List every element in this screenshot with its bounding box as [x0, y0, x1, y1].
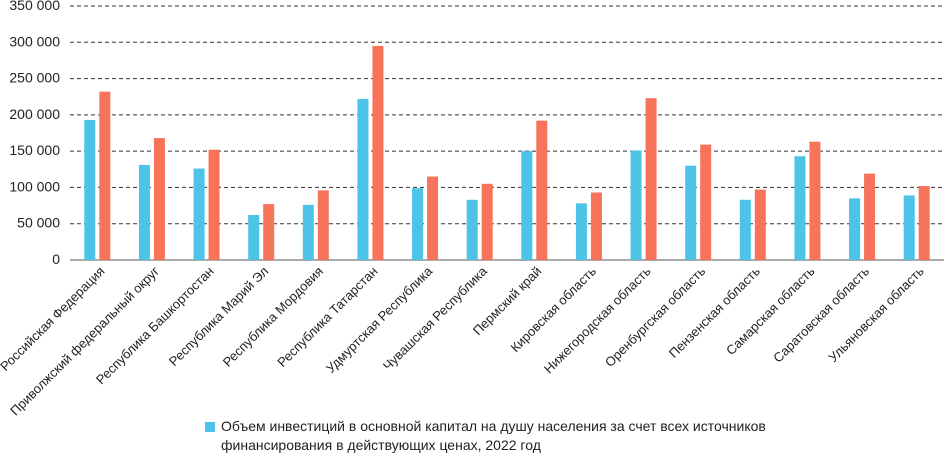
bar-series-2 — [99, 91, 111, 261]
bar-series-2 — [263, 204, 275, 260]
bar-series-1 — [302, 204, 314, 260]
bar-series-2 — [372, 45, 384, 260]
bar-series-1 — [794, 156, 806, 260]
y-tick-label: 300 000 — [9, 33, 60, 49]
bar-series-2 — [754, 189, 766, 260]
y-tick-label: 150 000 — [9, 142, 60, 158]
x-category-label: Пензенская область — [666, 263, 763, 360]
y-tick-label: 100 000 — [9, 178, 60, 194]
bar-series-1 — [412, 188, 424, 260]
bar-series-2 — [153, 138, 165, 260]
bar-series-2 — [700, 144, 712, 260]
bar-series-2 — [208, 149, 220, 260]
bar-series-2 — [809, 141, 821, 260]
x-category-label: Удмуртская Республика — [323, 263, 436, 376]
bar-series-1 — [84, 119, 96, 261]
x-category-label: Республика Мордовия — [220, 264, 326, 370]
legend-swatch-series-1 — [205, 422, 215, 432]
y-tick-label: 0 — [52, 251, 60, 267]
x-category-label: Нижегородская область — [541, 263, 654, 376]
y-axis-tick-labels: 0 50 000 100 000 150 000 200 000 250 000 300 0… — [9, 0, 60, 267]
x-category-label: Российская Федерация — [0, 264, 107, 374]
bar-series-2 — [864, 173, 876, 260]
y-tick-label: 250 000 — [9, 70, 60, 86]
bar-series-1 — [248, 215, 260, 260]
bar-series-2 — [590, 192, 602, 260]
x-category-label: Чувашская Республика — [380, 263, 490, 373]
bar-series-2 — [536, 120, 548, 260]
x-category-label: Ульяновская область — [825, 263, 927, 365]
bar-series-2 — [918, 185, 930, 260]
bar-series-1 — [685, 165, 697, 260]
bar-series-1 — [138, 164, 150, 260]
bar-series-1 — [357, 98, 369, 261]
bar-series-1 — [849, 198, 861, 260]
y-tick-label: 50 000 — [17, 215, 60, 231]
x-category-label: Республика Марий Эл — [166, 264, 271, 369]
bar-series-2 — [317, 190, 329, 260]
bar-series-2 — [427, 176, 439, 260]
bar-series-1 — [903, 195, 915, 260]
bar-series-1 — [575, 203, 587, 260]
bar-series-1 — [466, 199, 478, 260]
x-category-label: Оренбургская область — [602, 263, 709, 370]
y-tick-label: 350 000 — [9, 0, 60, 13]
x-category-label: Республика Татарстан — [274, 264, 380, 370]
bars — [84, 45, 930, 261]
bar-series-1 — [521, 151, 533, 260]
legend-label-series-1: Объем инвестиций в основной капитал на д… — [221, 418, 766, 453]
y-tick-label: 200 000 — [9, 106, 60, 122]
bar-series-1 — [193, 168, 205, 260]
bar-series-2 — [481, 183, 493, 260]
bar-series-2 — [645, 98, 657, 260]
bar-series-1 — [739, 199, 751, 260]
x-category-label: Саратовская область — [770, 263, 872, 365]
bar-series-1 — [630, 150, 642, 260]
